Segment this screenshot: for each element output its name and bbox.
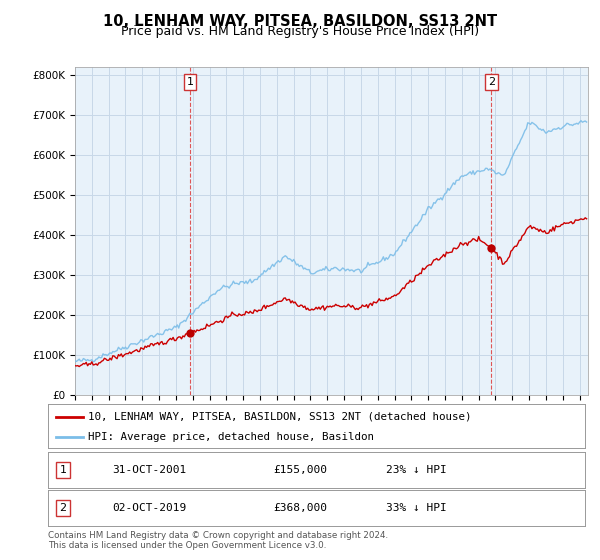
Text: 02-OCT-2019: 02-OCT-2019 (112, 503, 187, 513)
Text: 10, LENHAM WAY, PITSEA, BASILDON, SS13 2NT: 10, LENHAM WAY, PITSEA, BASILDON, SS13 2… (103, 14, 497, 29)
Text: 1: 1 (187, 77, 193, 87)
Text: HPI: Average price, detached house, Basildon: HPI: Average price, detached house, Basi… (88, 432, 374, 442)
Text: 23% ↓ HPI: 23% ↓ HPI (386, 465, 447, 475)
Text: 2: 2 (59, 503, 67, 513)
Text: 2: 2 (488, 77, 495, 87)
Text: 1: 1 (59, 465, 67, 475)
Text: £368,000: £368,000 (274, 503, 328, 513)
Text: 33% ↓ HPI: 33% ↓ HPI (386, 503, 447, 513)
Text: Price paid vs. HM Land Registry's House Price Index (HPI): Price paid vs. HM Land Registry's House … (121, 25, 479, 38)
Text: £155,000: £155,000 (274, 465, 328, 475)
Text: Contains HM Land Registry data © Crown copyright and database right 2024.
This d: Contains HM Land Registry data © Crown c… (48, 531, 388, 550)
Text: 31-OCT-2001: 31-OCT-2001 (112, 465, 187, 475)
Text: 10, LENHAM WAY, PITSEA, BASILDON, SS13 2NT (detached house): 10, LENHAM WAY, PITSEA, BASILDON, SS13 2… (88, 412, 472, 422)
